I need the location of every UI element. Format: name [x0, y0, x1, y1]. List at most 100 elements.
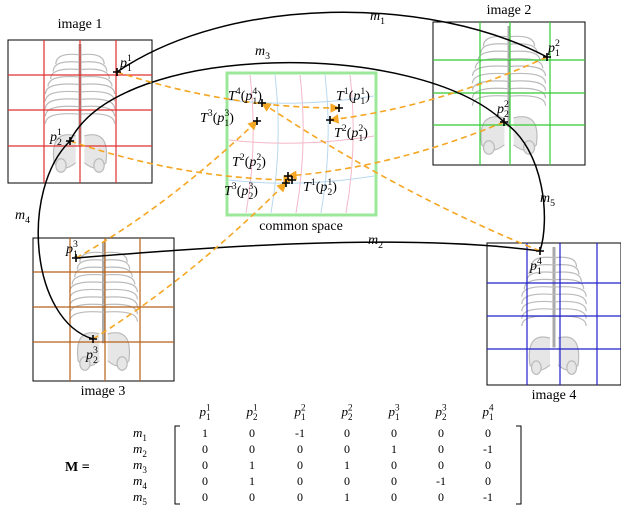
matrix-entry: 0 — [202, 442, 208, 456]
rib — [521, 293, 587, 305]
matrix-entry: 1 — [249, 474, 255, 488]
script: 1 — [127, 53, 132, 64]
matrix-column-label: p 41 — [481, 403, 494, 422]
transformed-label: T 3(p 32) — [224, 181, 258, 202]
symbol: ( — [349, 89, 354, 104]
matrix-entry: 0 — [438, 490, 444, 504]
matrix-column-label: p 21 — [293, 403, 306, 422]
warp-curve — [270, 74, 279, 214]
script: 1 — [57, 127, 62, 138]
script: 3 — [232, 181, 237, 192]
symbol: ) — [229, 111, 234, 126]
rib — [521, 308, 587, 319]
symbol: T — [336, 89, 345, 104]
script: 1 — [253, 403, 258, 413]
matrix-entry: 0 — [297, 442, 303, 456]
femur-head — [79, 356, 91, 371]
point-label: p 11 — [119, 53, 132, 74]
rib — [50, 68, 110, 80]
point-label: p 32 — [85, 345, 98, 366]
point-marker — [282, 179, 290, 187]
point-marker — [253, 117, 261, 125]
rib — [44, 83, 116, 95]
script: 2 — [348, 412, 353, 422]
symbol: m — [133, 489, 142, 504]
script: 3 — [442, 403, 447, 413]
matrix-entry: 0 — [297, 458, 303, 472]
point-label: p 31 — [65, 239, 78, 260]
matrix-column-label: p 32 — [434, 403, 447, 422]
script: 1 — [537, 266, 542, 277]
matrix-entry: 0 — [202, 458, 208, 472]
matrix-entry: 0 — [485, 458, 491, 472]
symbol: m — [540, 191, 550, 206]
symbol: p — [547, 41, 555, 56]
mapping-arrow — [261, 102, 541, 252]
matrix-entry: 0 — [249, 426, 255, 440]
symbol: m — [255, 44, 265, 59]
matrix-entry: 0 — [391, 474, 397, 488]
script: 1 — [360, 86, 365, 97]
script: 2 — [504, 99, 509, 110]
matrix-entry: -1 — [436, 474, 446, 488]
symbol: p — [49, 130, 57, 145]
script: 3 — [248, 181, 253, 192]
script: 2 — [248, 191, 253, 202]
script: 4 — [537, 256, 542, 267]
rib — [44, 105, 116, 117]
matrix-entry: 0 — [438, 458, 444, 472]
matrix-column-label: p 31 — [387, 403, 400, 422]
transformed-label: T 2(p 22) — [232, 152, 266, 173]
script: 2 — [348, 403, 353, 413]
rib — [482, 35, 536, 47]
symbol: p — [529, 259, 537, 274]
symbol: ( — [347, 126, 352, 141]
script: 2 — [93, 355, 98, 366]
script: 1 — [252, 96, 257, 107]
symbol: p — [85, 348, 93, 363]
match-curve — [503, 121, 546, 252]
point-marker — [288, 176, 296, 184]
point-marker — [89, 335, 97, 343]
symbol: T — [200, 111, 209, 126]
script: 2 — [240, 152, 245, 163]
matrix-entry: 0 — [438, 426, 444, 440]
symbol: m — [133, 441, 142, 456]
symbol: p — [319, 180, 327, 195]
matrix-entry: 1 — [202, 426, 208, 440]
symbol: m — [133, 425, 142, 440]
transformed-label: T 2(p 21) — [334, 123, 368, 144]
matrix-entry: 1 — [249, 458, 255, 472]
script: 1 — [327, 177, 332, 188]
rib — [471, 95, 547, 106]
rib — [521, 300, 587, 312]
symbol: ( — [316, 180, 321, 195]
mapping-arrow — [329, 56, 548, 124]
symbol: p — [481, 404, 489, 419]
point-marker — [66, 137, 74, 145]
image-label: image 1 — [58, 17, 103, 32]
symbol: p — [65, 242, 73, 257]
script: 1 — [395, 412, 400, 422]
matrix-entry: 0 — [391, 426, 397, 440]
rib — [52, 61, 108, 72]
rib — [477, 50, 541, 62]
script: 1 — [224, 118, 229, 129]
point-label: p 22 — [496, 99, 509, 120]
match-curve — [116, 11, 548, 73]
mapping-arrow — [287, 121, 505, 181]
point-marker — [543, 53, 551, 61]
mapping-arrow — [69, 140, 293, 185]
warp-curve — [295, 74, 304, 214]
point-marker — [72, 254, 80, 262]
script: 2 — [342, 123, 347, 134]
femur-head — [93, 158, 105, 173]
symbol: m — [370, 9, 380, 24]
script: 2 — [142, 449, 147, 459]
mapping-arrow — [116, 71, 340, 113]
femur-head — [566, 360, 578, 375]
